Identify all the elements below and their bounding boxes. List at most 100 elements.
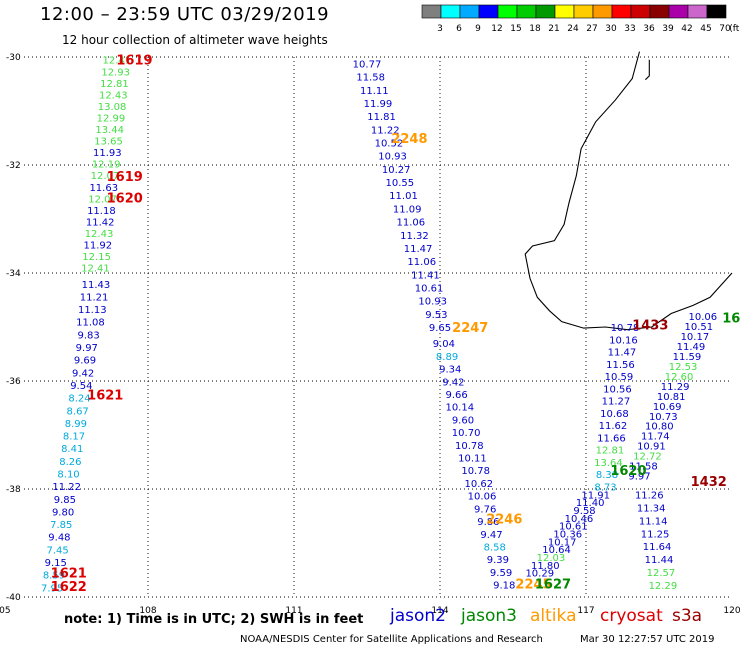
swh-value: 11.47 bbox=[608, 348, 637, 359]
swh-value: 12.19 bbox=[92, 160, 121, 171]
y-tick-label: -40 bbox=[6, 593, 21, 603]
swh-value: 10.62 bbox=[465, 479, 494, 490]
swh-value: 10.06 bbox=[688, 312, 717, 323]
x-tick-label: 105 bbox=[0, 606, 11, 616]
swh-value: 12.41 bbox=[103, 56, 132, 67]
swh-value: 9.48 bbox=[48, 533, 70, 544]
swh-value: 12.43 bbox=[99, 90, 128, 101]
swh-value: 8.24 bbox=[68, 394, 90, 405]
scale-label: 33 bbox=[624, 24, 635, 34]
swh-value: 10.51 bbox=[685, 322, 714, 333]
swh-value: 10.06 bbox=[468, 492, 497, 503]
swh-value: 9.60 bbox=[452, 415, 474, 426]
coastline-wa bbox=[524, 51, 733, 331]
x-tick-label: 117 bbox=[577, 606, 594, 616]
swh-value: 10.27 bbox=[382, 165, 411, 176]
swh-value: 8.26 bbox=[59, 457, 81, 468]
swh-value: 9.54 bbox=[70, 381, 92, 392]
swh-value: 10.68 bbox=[600, 409, 629, 420]
swh-value: 10.93 bbox=[378, 152, 407, 163]
legend: note: 1) Time is in UTC; 2) SWH is in fe… bbox=[0, 604, 740, 632]
swh-value: 11.25 bbox=[641, 529, 670, 540]
scale-label: 27 bbox=[586, 24, 597, 34]
swh-value: 11.26 bbox=[635, 490, 664, 501]
scale-label: 70 bbox=[719, 24, 731, 34]
swh-value: 10.64 bbox=[542, 545, 571, 556]
swh-value: 7.95 bbox=[41, 583, 63, 594]
scale-label: 15 bbox=[510, 24, 521, 34]
swh-value: 13.08 bbox=[98, 102, 127, 113]
swh-value: 12.99 bbox=[97, 113, 126, 124]
swh-value: 13.64 bbox=[594, 458, 623, 469]
swh-value: 12.43 bbox=[85, 229, 114, 240]
swh-value: 10.61 bbox=[415, 283, 444, 294]
swh-value: 10.16 bbox=[609, 335, 638, 346]
y-tick-label: -30 bbox=[6, 53, 21, 63]
swh-value: 9.53 bbox=[425, 310, 447, 321]
swh-value: 10.69 bbox=[653, 402, 682, 413]
footer-credit: NOAA/NESDIS Center for Satellite Applica… bbox=[240, 634, 543, 645]
swh-value: 11.18 bbox=[87, 206, 116, 217]
swh-value: 9.97 bbox=[76, 343, 98, 354]
swh-value: 10.77 bbox=[353, 59, 382, 70]
swh-value: 11.11 bbox=[360, 86, 389, 97]
scale-label: 30 bbox=[605, 24, 617, 34]
swh-value: 7.85 bbox=[50, 520, 72, 531]
pass-label: 2245 bbox=[515, 578, 551, 593]
swh-value: 10.78 bbox=[455, 441, 484, 452]
axis-tick-labels: 105 108 111 114 117 120 -30 -32 -34 -36 -38 -40 bbox=[0, 53, 740, 616]
pass-label: 2247 bbox=[452, 321, 488, 336]
swh-value: 9.58 bbox=[573, 506, 595, 517]
pass-label: 1621 bbox=[51, 567, 87, 582]
swh-value: 11.47 bbox=[404, 244, 433, 255]
swh-value: 11.14 bbox=[639, 516, 668, 527]
swh-value: 9.47 bbox=[480, 530, 502, 541]
swh-value: 11.44 bbox=[645, 555, 674, 566]
swh-value: 12.72 bbox=[633, 452, 662, 463]
scale-swatch bbox=[706, 4, 727, 19]
swh-value: 10.55 bbox=[386, 178, 415, 189]
pass-label: 1627 bbox=[535, 578, 571, 593]
x-tick-label: 108 bbox=[139, 606, 156, 616]
pass-label: 1432 bbox=[691, 475, 727, 490]
y-tick-label: -38 bbox=[6, 485, 21, 495]
swh-value: 11.93 bbox=[93, 148, 122, 159]
swh-value: 11.40 bbox=[576, 498, 605, 509]
swh-value: 10.78 bbox=[461, 466, 490, 477]
swh-value: 11.66 bbox=[597, 433, 626, 444]
footer-timestamp: Mar 30 12:27:57 UTC 2019 bbox=[580, 634, 715, 645]
swh-value: 12.41 bbox=[81, 264, 110, 275]
chart-title: 12:00 – 23:59 UTC 03/29/2019 bbox=[40, 4, 330, 25]
coastline-island bbox=[645, 59, 650, 81]
swh-value: 11.22 bbox=[52, 482, 81, 493]
pass-labels: 1619 2248 1619 1620 2247 1433 16 1621 1620 1432 22… bbox=[51, 54, 740, 596]
swh-value: 12.07 bbox=[91, 171, 120, 182]
swh-value: 9.34 bbox=[439, 365, 461, 376]
legend-note: note: 1) Time is in UTC; 2) SWH is in fe… bbox=[64, 612, 364, 627]
swh-value: 8.10 bbox=[57, 469, 79, 480]
pass-label: 1619 bbox=[116, 54, 152, 69]
swh-value: 9.83 bbox=[77, 330, 99, 341]
pass-label: 1621 bbox=[87, 389, 123, 404]
swh-value: 8.58 bbox=[484, 542, 506, 553]
swh-value: 10.70 bbox=[452, 428, 481, 439]
swh-value: 10.36 bbox=[553, 530, 582, 541]
swh-value: 12.15 bbox=[82, 252, 111, 263]
swh-value: 10.73 bbox=[649, 412, 678, 423]
swh-value: 11.63 bbox=[89, 183, 118, 194]
swh-value: 9.42 bbox=[72, 368, 94, 379]
swh-value: 11.21 bbox=[80, 292, 109, 303]
pass-label: 1433 bbox=[632, 318, 668, 333]
swh-value: 9.66 bbox=[445, 390, 467, 401]
swh-value: 12.53 bbox=[669, 362, 698, 373]
swh-value: 11.59 bbox=[673, 352, 702, 363]
swh-value: 9.76 bbox=[474, 504, 496, 515]
swh-value: 12.57 bbox=[647, 568, 676, 579]
scale-label: 9 bbox=[475, 24, 481, 34]
swh-value: 10.29 bbox=[525, 569, 554, 580]
x-tick-label: 120 bbox=[723, 606, 740, 616]
swh-value: 9.86 bbox=[477, 517, 499, 528]
swh-value: 11.49 bbox=[677, 342, 706, 353]
legend-jason2: jason2 bbox=[390, 606, 446, 626]
swh-value: 11.43 bbox=[82, 280, 111, 291]
